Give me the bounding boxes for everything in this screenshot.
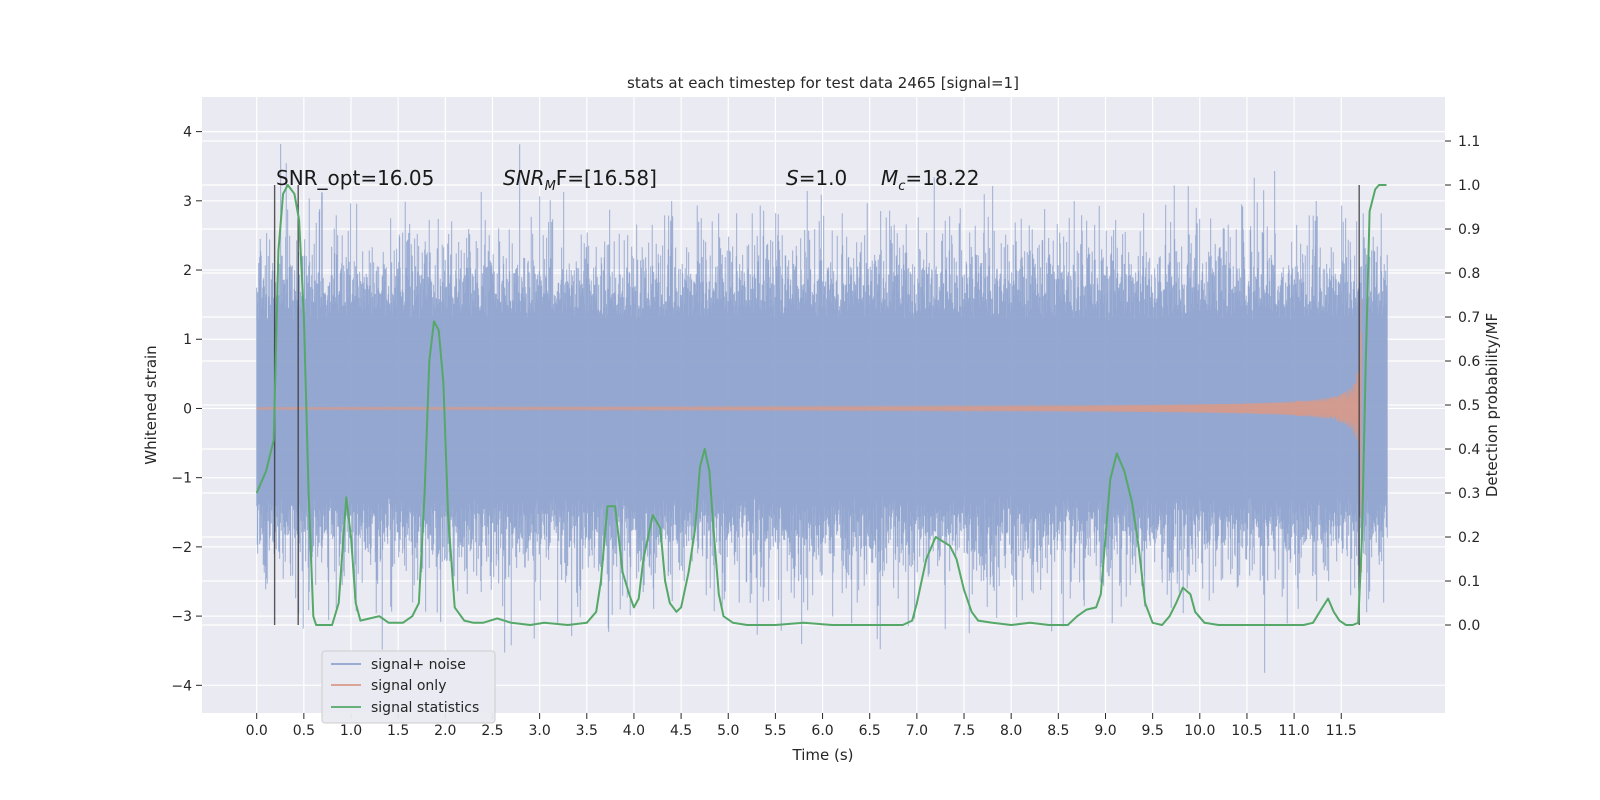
y-tick-label-right: 0.7 (1458, 310, 1480, 326)
annotation-snr-mf: SNRMF=[16.58] (503, 166, 657, 194)
x-tick-label: 0.0 (246, 723, 268, 739)
y-tick-label-right: 0.4 (1458, 442, 1480, 458)
y-axis-label: Whitened strain (142, 345, 160, 464)
x-tick-label: 2.0 (434, 723, 456, 739)
annotation-s: S=1.0 (786, 166, 847, 190)
y-tick-label-right: 0.6 (1458, 354, 1480, 370)
y-tick-label: −4 (171, 678, 192, 694)
x-tick-label: 8.5 (1047, 723, 1069, 739)
legend-box (321, 650, 496, 724)
y-tick-label: −2 (171, 540, 192, 556)
x-tick-label: 6.0 (811, 723, 833, 739)
x-tick-label: 0.5 (293, 723, 315, 739)
x-tick-label: 3.5 (576, 723, 598, 739)
x-axis-label: Time (s) (792, 746, 854, 764)
y-tick-label: 1 (183, 332, 192, 348)
legend: signal+ noise signal only signal statist… (321, 650, 496, 724)
y-tick-label: −1 (171, 471, 192, 487)
y-tick-label-right: 0.1 (1458, 574, 1480, 590)
annotation-snr-opt: SNR_opt=16.05 (276, 166, 434, 190)
ticks: 0.0 0.5 1.0 1.5 2.0 2.5 3.0 3.5 4.0 4.5 5.0 5.5 6.0 6… (171, 125, 1480, 739)
y-tick-label-right: 0.0 (1458, 618, 1480, 634)
y-tick-label: 3 (183, 194, 192, 210)
x-tick-label: 4.0 (623, 723, 645, 739)
chart-title: stats at each timestep for test data 246… (627, 74, 1019, 92)
x-tick-label: 2.5 (481, 723, 503, 739)
x-tick-label: 7.5 (953, 723, 975, 739)
x-tick-label: 7.0 (906, 723, 928, 739)
x-tick-label: 1.0 (340, 723, 362, 739)
x-tick-label: 10.0 (1184, 723, 1215, 739)
legend-label-signal-statistics: signal statistics (371, 700, 479, 716)
x-tick-label: 10.5 (1231, 723, 1262, 739)
y-tick-label: 2 (183, 263, 192, 279)
y-tick-label-right: 1.1 (1458, 134, 1480, 150)
y-axis-label-right: Detection probability/MF (1483, 313, 1501, 497)
x-tick-label: 5.5 (764, 723, 786, 739)
y-tick-label-right: 0.3 (1458, 486, 1480, 502)
y-tick-label: 0 (183, 401, 192, 417)
x-tick-label: 11.0 (1279, 723, 1310, 739)
x-tick-label: 11.5 (1326, 723, 1357, 739)
x-tick-label: 8.0 (1000, 723, 1022, 739)
x-tick-label: 4.5 (670, 723, 692, 739)
y-tick-label: −3 (171, 609, 192, 625)
statistics-line (255, 184, 1387, 626)
series-signal-noise (256, 144, 1388, 673)
annotations: SNR_opt=16.05 SNRMF=[16.58] S=1.0 Mc=18.… (276, 166, 979, 194)
x-tick-label: 9.0 (1094, 723, 1116, 739)
legend-label-signal-noise: signal+ noise (371, 657, 466, 673)
legend-label-signal-only: signal only (371, 678, 446, 694)
x-tick-label: 3.0 (528, 723, 550, 739)
x-tick-label: 1.5 (387, 723, 409, 739)
annotation-mc: Mc=18.22 (881, 166, 979, 194)
y-tick-label-right: 0.8 (1458, 266, 1480, 282)
y-tick-label-right: 0.2 (1458, 530, 1480, 546)
y-tick-label: 4 (183, 125, 192, 141)
series-signal-statistics (255, 184, 1387, 626)
x-tick-label: 9.5 (1142, 723, 1164, 739)
series-signal-only (256, 298, 1363, 573)
x-tick-label: 5.0 (717, 723, 739, 739)
y-tick-label-right: 0.9 (1458, 222, 1480, 238)
noise-trace (256, 144, 1388, 673)
y-tick-label-right: 0.5 (1458, 398, 1480, 414)
y-tick-label-right: 1.0 (1458, 178, 1480, 194)
x-tick-label: 6.5 (859, 723, 881, 739)
chirp-trace (256, 298, 1363, 573)
